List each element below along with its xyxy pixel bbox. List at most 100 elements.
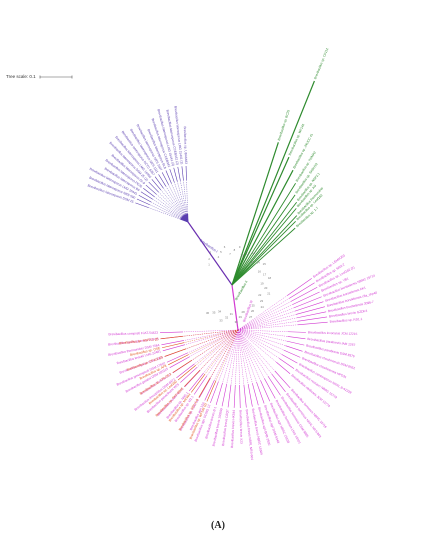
tree-branch bbox=[294, 301, 324, 312]
node-number: 35 bbox=[212, 311, 216, 315]
tree-branch bbox=[183, 329, 239, 333]
node-number: 23 bbox=[260, 299, 264, 303]
tree-branch bbox=[267, 375, 281, 396]
tree-branch bbox=[296, 311, 327, 319]
tree-branch bbox=[158, 174, 167, 187]
node-number: 27 bbox=[249, 315, 253, 319]
taxon-label: Brevibacillus brevis X23 bbox=[238, 410, 243, 444]
node-number: 25 bbox=[252, 303, 256, 307]
node-number: 17 bbox=[263, 272, 267, 276]
tree-branches bbox=[135, 80, 328, 408]
tree-branch bbox=[237, 329, 240, 385]
tree-branch bbox=[166, 352, 189, 363]
taxon-label: Brevibacillus invocatus JCM 12215 bbox=[308, 330, 358, 336]
tree-branch bbox=[169, 168, 175, 183]
tree-branch bbox=[162, 344, 186, 352]
tree-branch bbox=[176, 363, 195, 379]
tree-branch bbox=[198, 377, 211, 398]
tree-branch bbox=[252, 383, 259, 406]
node-number: 26 bbox=[251, 309, 255, 313]
tree-branch bbox=[199, 329, 239, 371]
node-number: 4 bbox=[218, 255, 220, 259]
node-number: 2 bbox=[208, 257, 210, 261]
tree-branch bbox=[231, 182, 296, 286]
tree-branch bbox=[143, 188, 155, 197]
tree-branch bbox=[173, 167, 178, 182]
tree-branch bbox=[237, 329, 280, 359]
tree-branch bbox=[190, 373, 206, 393]
tree-branch bbox=[287, 331, 306, 333]
tree-branch bbox=[177, 166, 181, 181]
tree-branch bbox=[231, 215, 298, 286]
taxon-label: Brevibacillus parabrevis IAM 1267 bbox=[307, 337, 356, 347]
tree-branch bbox=[215, 329, 239, 381]
tree-branch bbox=[186, 329, 239, 349]
tree-branch bbox=[203, 329, 239, 374]
tree-branch bbox=[160, 189, 183, 217]
node-number: 29 bbox=[239, 315, 243, 319]
tree-branch bbox=[210, 329, 239, 378]
tree-branch bbox=[152, 199, 182, 218]
tree-branch bbox=[183, 329, 239, 341]
tree-branch bbox=[210, 329, 239, 378]
figure-caption: (A) bbox=[211, 520, 225, 531]
tree-branch bbox=[161, 340, 185, 346]
tree-branch bbox=[165, 170, 172, 184]
taxon-label: Brevibacillus brevis 100599 bbox=[212, 408, 224, 447]
node-number: 8 bbox=[234, 248, 236, 252]
tree-branch bbox=[235, 329, 239, 385]
tree-branch bbox=[237, 321, 298, 331]
tree-branch bbox=[161, 172, 169, 185]
node-number: 1 bbox=[208, 263, 210, 267]
tree-branch bbox=[285, 345, 303, 352]
node-number: 34 bbox=[218, 309, 222, 313]
node-number: 6 bbox=[224, 245, 226, 249]
tree-branch bbox=[271, 373, 286, 393]
tree-branch bbox=[237, 329, 282, 355]
tree-branch bbox=[215, 382, 223, 405]
node-number: 7 bbox=[229, 252, 231, 256]
tree-branch bbox=[237, 329, 284, 351]
tree-branch bbox=[237, 329, 261, 381]
tree-branch bbox=[276, 361, 291, 374]
taxon-label: Brevibacillus sp. BC25 bbox=[277, 109, 291, 141]
tree-branch bbox=[218, 329, 239, 382]
taxon-label: Brevibacillus sp. OSE bbox=[130, 346, 161, 357]
tree-branch bbox=[237, 329, 272, 374]
node-number: 30 bbox=[235, 320, 239, 324]
tree-branch bbox=[295, 306, 326, 315]
node-number: 33 bbox=[219, 318, 223, 322]
tree-branch bbox=[237, 301, 291, 331]
backbone-branch bbox=[187, 221, 233, 286]
tree-branch bbox=[237, 329, 287, 342]
taxon-label: Brevibacillus sp. RS1.1 bbox=[329, 317, 362, 324]
tree-branch bbox=[214, 329, 239, 380]
tree-branch bbox=[151, 179, 162, 191]
tree-branch bbox=[169, 356, 190, 368]
tree-branch bbox=[237, 329, 277, 363]
tree-branch bbox=[237, 314, 297, 331]
taxon-label: Brevibacillus brevis GZDF3 bbox=[329, 309, 368, 319]
tree-branch bbox=[195, 329, 239, 366]
tree-branch bbox=[177, 365, 196, 381]
tree-branch bbox=[161, 342, 185, 349]
tree-branch bbox=[138, 195, 152, 203]
clade-label-magenta: Brevibacillus III bbox=[242, 300, 254, 323]
tree-branch bbox=[256, 381, 265, 404]
tree-branch bbox=[168, 354, 189, 366]
tree-branch bbox=[184, 369, 201, 387]
tree-branch bbox=[189, 372, 204, 392]
tree-scale-bar: Tree scale: 0.1 bbox=[6, 74, 73, 79]
node-number: 14 bbox=[257, 260, 261, 264]
clade-label-green: Brevibacillus II bbox=[234, 280, 248, 301]
tree-branch bbox=[160, 331, 184, 334]
tree-branch bbox=[172, 359, 193, 373]
node-number: 28 bbox=[242, 310, 246, 314]
tree-branch bbox=[164, 348, 187, 357]
tree-branch bbox=[221, 383, 228, 407]
tree-branch bbox=[237, 329, 253, 384]
tree-branch bbox=[237, 329, 269, 377]
tree-branch bbox=[274, 370, 291, 389]
taxon-label: Brevibacillus brevis HK544 bbox=[230, 410, 236, 448]
taxon-label: Brevibacillus sp. CF112 bbox=[313, 47, 329, 80]
